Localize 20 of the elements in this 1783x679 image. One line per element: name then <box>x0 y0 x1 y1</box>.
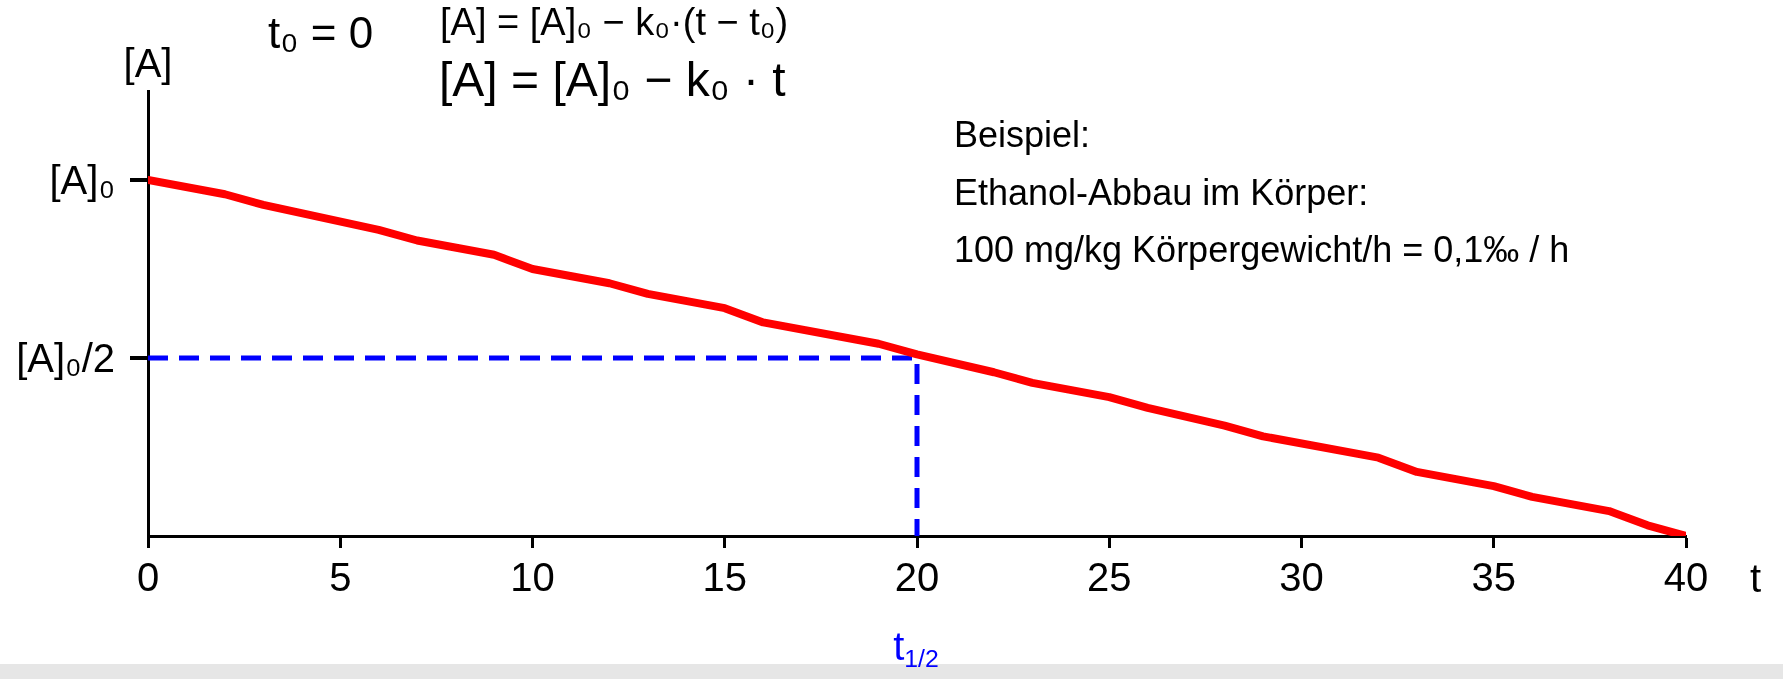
x-tick-label: 5 <box>329 555 352 600</box>
text: t₀ = 0 <box>268 8 374 57</box>
x-tick-label: 20 <box>894 555 940 600</box>
x-tick-label: 15 <box>702 555 747 600</box>
x-tick-label: 40 <box>1663 555 1709 600</box>
text: [A] = [A]₀ − k₀·(t − t₀) <box>440 1 789 43</box>
x-tick-label: 0 <box>136 555 160 600</box>
text: t$_{1/2}$ <box>893 624 939 673</box>
x-tick-label: 30 <box>1279 555 1324 600</box>
annotation: [A]₀ <box>49 158 115 202</box>
x-tick-label: 10 <box>510 555 555 600</box>
x-tick-label: 25 <box>1087 555 1132 600</box>
y-axis-title: [A] <box>123 41 173 85</box>
annotation: Ethanol-Abbau im Körper: <box>954 172 1369 213</box>
x-tick-label: 35 <box>1471 555 1516 600</box>
annotation: [A]₀/2 <box>16 336 115 380</box>
annotation: 100 mg/kg Körpergewicht/h = 0,1‰ / h <box>954 229 1570 270</box>
text: Beispiel: <box>954 114 1091 155</box>
text: [A] = [A]₀ − k₀ · t <box>439 53 786 106</box>
x-axis-title: t <box>1750 556 1762 601</box>
